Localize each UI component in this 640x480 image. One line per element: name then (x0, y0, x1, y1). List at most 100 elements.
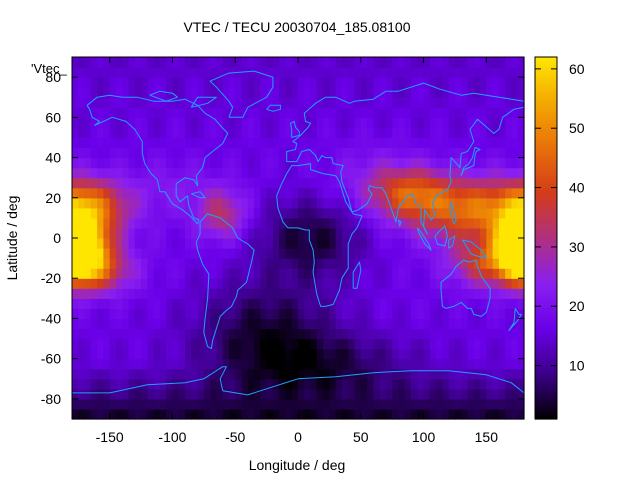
heatmap-cell (172, 57, 180, 68)
heatmap-cell (329, 318, 337, 330)
heatmap-cell (185, 107, 192, 118)
heatmap-cell (411, 408, 418, 420)
colorbar-segment (535, 238, 557, 242)
heatmap-cell (398, 77, 406, 88)
heatmap-cell (473, 167, 481, 179)
heatmap-cell (97, 298, 104, 309)
heatmap-cell (480, 197, 487, 209)
heatmap-cell (480, 408, 487, 420)
heatmap-cell (172, 127, 180, 139)
heatmap-cell (153, 187, 161, 199)
heatmap-cell (159, 127, 167, 139)
heatmap-cell (210, 358, 217, 370)
heatmap-cell (147, 298, 155, 309)
heatmap-cell (398, 207, 406, 219)
heatmap-cell (203, 127, 211, 139)
heatmap-cell (203, 67, 211, 78)
heatmap-cell (197, 358, 205, 370)
heatmap-cell (222, 67, 230, 78)
heatmap-cell (517, 197, 525, 209)
heatmap-cell (109, 227, 117, 239)
heatmap-cell (90, 67, 98, 78)
heatmap-cell (473, 227, 481, 239)
heatmap-cell (492, 137, 500, 149)
heatmap-cell (235, 358, 243, 370)
heatmap-cell (141, 207, 148, 219)
heatmap-cell (122, 288, 130, 299)
heatmap-cell (423, 177, 431, 189)
heatmap-cell (159, 227, 167, 239)
heatmap-cell (486, 107, 494, 118)
heatmap-cell (298, 278, 305, 289)
heatmap-cell (241, 358, 249, 370)
heatmap-cell (323, 207, 330, 219)
heatmap-cell (417, 57, 425, 68)
heatmap-cell (341, 328, 349, 340)
heatmap-cell (178, 328, 186, 340)
heatmap-cell (354, 57, 362, 68)
colorbar-segment (535, 406, 557, 411)
heatmap-cell (442, 278, 450, 289)
heatmap-cell (411, 87, 418, 98)
colorbar-segment (535, 403, 557, 408)
heatmap-cell (235, 57, 243, 68)
heatmap-cell (423, 77, 431, 88)
heatmap-cell (254, 278, 261, 289)
colorbar-segment (535, 192, 557, 197)
heatmap-cell (72, 328, 79, 340)
heatmap-cell (291, 238, 299, 249)
heatmap-cell (385, 368, 393, 380)
heatmap-cell (210, 318, 217, 330)
heatmap-cell (373, 308, 381, 320)
heatmap-cell (404, 197, 412, 209)
heatmap-cell (166, 318, 174, 330)
heatmap-cell (354, 298, 362, 309)
heatmap-cell (166, 338, 174, 350)
heatmap-cell (398, 117, 406, 128)
heatmap-cell (367, 117, 374, 128)
heatmap-cell (109, 328, 117, 340)
heatmap-cell (492, 197, 500, 209)
heatmap-cell (511, 157, 519, 169)
heatmap-cell (141, 278, 148, 289)
heatmap-cell (178, 408, 186, 420)
heatmap-cell (78, 268, 86, 279)
heatmap-cell (498, 127, 506, 139)
heatmap-cell (210, 398, 217, 410)
heatmap-cell (228, 167, 236, 179)
heatmap-cell (97, 127, 104, 139)
heatmap-cell (228, 87, 236, 98)
heatmap-cell (197, 197, 205, 209)
heatmap-cell (385, 388, 393, 400)
heatmap-cell (310, 328, 318, 340)
heatmap-cell (411, 248, 418, 259)
heatmap-cell (260, 308, 268, 320)
heatmap-cell (203, 87, 211, 98)
heatmap-cell (134, 358, 142, 370)
colorbar-segment (535, 337, 557, 342)
heatmap-cell (266, 328, 274, 340)
heatmap-cell (291, 117, 299, 128)
heatmap-cell (423, 157, 431, 169)
heatmap-cell (260, 207, 268, 219)
heatmap-cell (241, 238, 249, 249)
coastline (434, 225, 448, 247)
heatmap-cell (185, 77, 192, 88)
heatmap-cell (191, 177, 199, 189)
heatmap-cell (417, 107, 425, 118)
heatmap-cell (429, 157, 437, 169)
heatmap-cell (97, 318, 104, 330)
heatmap-cell (122, 107, 130, 118)
heatmap-cell (323, 147, 330, 159)
heatmap-cell (360, 67, 368, 78)
heatmap-cell (411, 207, 418, 219)
heatmap-cell (398, 137, 406, 149)
heatmap-cell (197, 398, 205, 410)
heatmap-cell (298, 227, 305, 239)
heatmap-cell (335, 298, 343, 309)
heatmap-cell (461, 388, 469, 400)
heatmap-cell (109, 157, 117, 169)
heatmap-cell (310, 77, 318, 88)
heatmap-cell (166, 268, 174, 279)
